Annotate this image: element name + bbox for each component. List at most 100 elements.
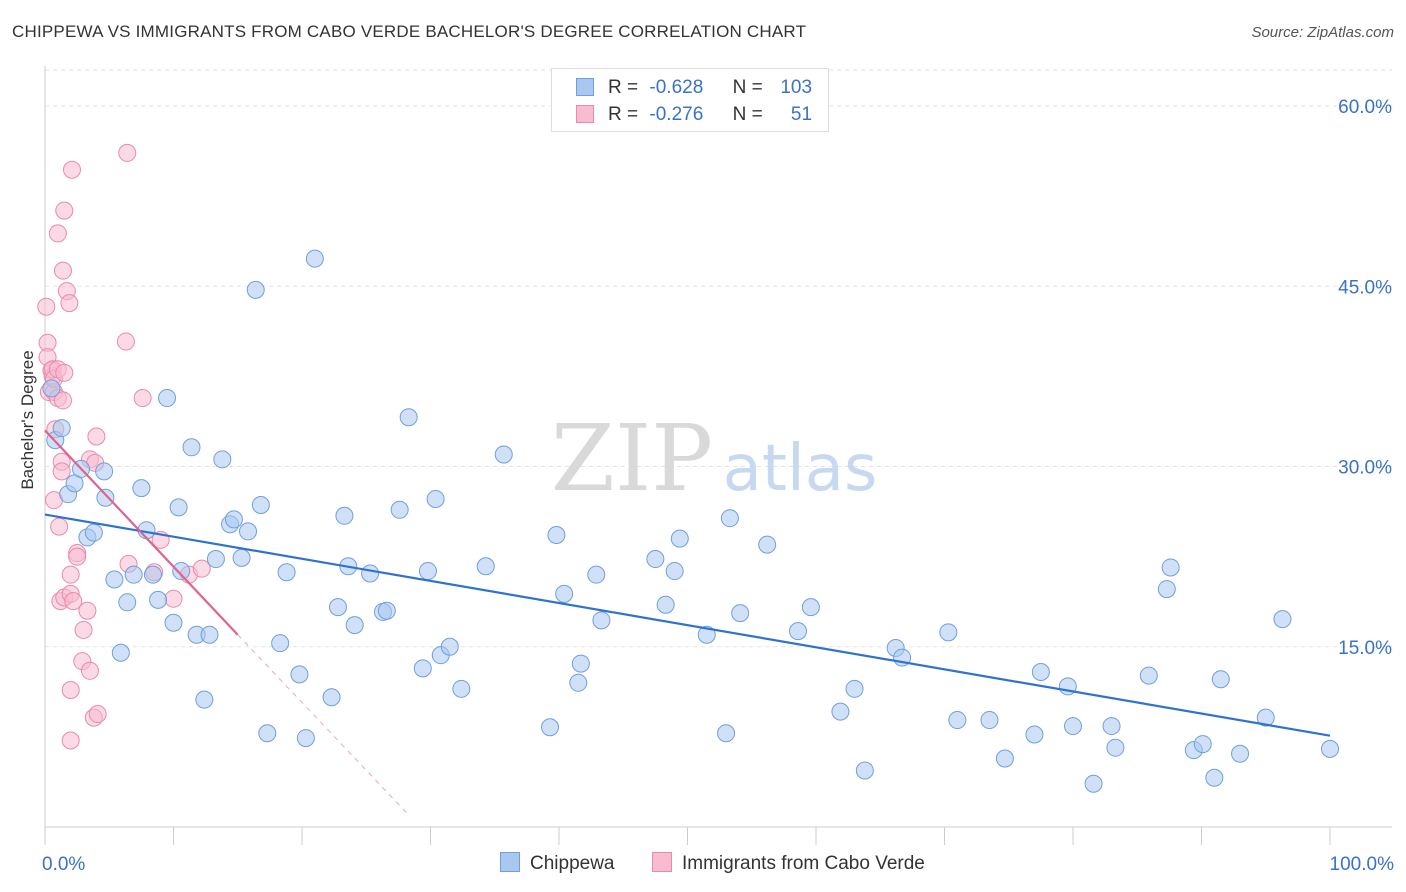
cabo-verde-point (164, 589, 183, 608)
chippewa-point (224, 510, 243, 529)
chippewa-point (717, 724, 736, 743)
chippewa-point (670, 529, 689, 548)
chippewa-point (656, 595, 675, 614)
chippewa-points (42, 249, 1339, 793)
chippewa-point (132, 479, 151, 498)
chippewa-point (399, 408, 418, 427)
chippewa-point (124, 565, 143, 584)
chippewa-point (361, 564, 380, 583)
chippewa-point (1031, 662, 1050, 681)
chippewa-point (980, 711, 999, 730)
chippewa-point (345, 616, 364, 635)
watermark-atlas: atlas (723, 432, 878, 506)
cabo-verde-point (62, 160, 81, 179)
chippewa-point (195, 690, 214, 709)
chippewa-point (239, 522, 258, 541)
chippewa-trend-line (44, 513, 1331, 737)
chippewa-point (452, 679, 471, 698)
r-value: -0.276 (649, 104, 704, 125)
chippewa-point (476, 557, 495, 576)
x-tick-label: 100.0% (1330, 854, 1395, 875)
chippewa-point (413, 659, 432, 678)
r-value: -0.628 (649, 77, 704, 98)
chippewa-point (305, 249, 324, 268)
chippewa-point (1231, 744, 1250, 763)
cabo-verde-point (133, 389, 152, 408)
legend-row-chippewa: R = -0.628 N = 103 (576, 77, 812, 99)
chippewa-point (111, 643, 130, 662)
cabo-verde-point (87, 427, 106, 446)
chippewa-point (592, 611, 611, 630)
legend-label: Immigrants from Cabo Verde (682, 853, 925, 874)
chippewa-point (571, 654, 590, 673)
chippewa-point (206, 550, 225, 569)
n-value: 51 (790, 104, 813, 125)
chippewa-point (426, 489, 445, 508)
chippewa-point (1161, 558, 1180, 577)
cabo-verde-point (118, 143, 137, 162)
axes (44, 66, 1392, 845)
chippewa-point (1102, 717, 1121, 736)
y-axis-label-wrap: Bachelor's Degree (8, 300, 48, 540)
n-value: 103 (780, 77, 813, 98)
chippewa-point (232, 548, 251, 567)
chippewa-point (1106, 738, 1125, 757)
chippewa-point (200, 625, 219, 644)
chippewa-point (665, 562, 684, 581)
cabo-verde-point (37, 297, 56, 316)
legend-row-cabo-verde: R = -0.276 N = 51 (576, 104, 812, 126)
cabo-verde-trend-line (44, 429, 239, 636)
chippewa-point (105, 570, 124, 589)
cabo-verde-point (192, 559, 211, 578)
chippewa-point (377, 601, 396, 620)
r-label: R = (608, 104, 639, 125)
y-tick-label: 45.0% (1338, 277, 1392, 298)
chippewa-point (1321, 739, 1339, 758)
chippewa-point (164, 613, 183, 632)
cabo-verde-points (37, 143, 211, 750)
chippewa-point (418, 562, 437, 581)
cabo-verde-point (116, 332, 135, 351)
cabo-verde-trend-extension (237, 634, 410, 816)
chippewa-point (169, 498, 188, 517)
chippewa-point (251, 495, 270, 514)
chippewa-point (831, 702, 850, 721)
cabo-verde-point (53, 391, 72, 410)
y-tick-label: 60.0% (1338, 97, 1392, 118)
chippewa-point (390, 500, 409, 519)
chart-title: CHIPPEWA VS IMMIGRANTS FROM CABO VERDE B… (12, 22, 807, 41)
chippewa-point (1064, 717, 1082, 736)
legend-item-cabo-verde: Immigrants from Cabo Verde (652, 852, 925, 875)
chippewa-point (277, 563, 296, 582)
cabo-verde-point (74, 620, 93, 639)
chippewa-point (1205, 768, 1224, 787)
correlation-legend: R = -0.628 N = 103 R = -0.276 N = 51 (551, 68, 829, 132)
cabo-verde-point (50, 517, 69, 536)
chippewa-point (845, 679, 864, 698)
chippewa-point (440, 637, 459, 656)
cabo-verde-point (61, 681, 80, 700)
chippewa-point (569, 673, 588, 692)
chippewa-point (96, 488, 115, 507)
trend-lines (44, 429, 1331, 816)
chippewa-point (213, 450, 232, 469)
cabo-verde-point (60, 294, 79, 313)
chippewa-point (555, 584, 574, 603)
legend-item-chippewa: Chippewa (500, 852, 615, 875)
chippewa-point (541, 718, 560, 737)
chippewa-point (118, 593, 137, 612)
x-tick-label: 0.0% (42, 854, 85, 875)
chippewa-point (1211, 670, 1230, 689)
chippewa-point (939, 623, 958, 642)
cabo-verde-point (64, 592, 83, 611)
chippewa-point (1193, 735, 1212, 754)
watermark: ZIP atlas (551, 405, 877, 512)
chippewa-point (995, 749, 1014, 768)
chippewa-point (42, 379, 61, 398)
chippewa-point (335, 506, 354, 525)
chippewa-point (547, 526, 566, 545)
chippewa-point (271, 634, 290, 653)
chippewa-point (855, 761, 874, 780)
chippewa-point (789, 622, 808, 641)
source-credit: Source: ZipAtlas.com (1251, 24, 1394, 41)
